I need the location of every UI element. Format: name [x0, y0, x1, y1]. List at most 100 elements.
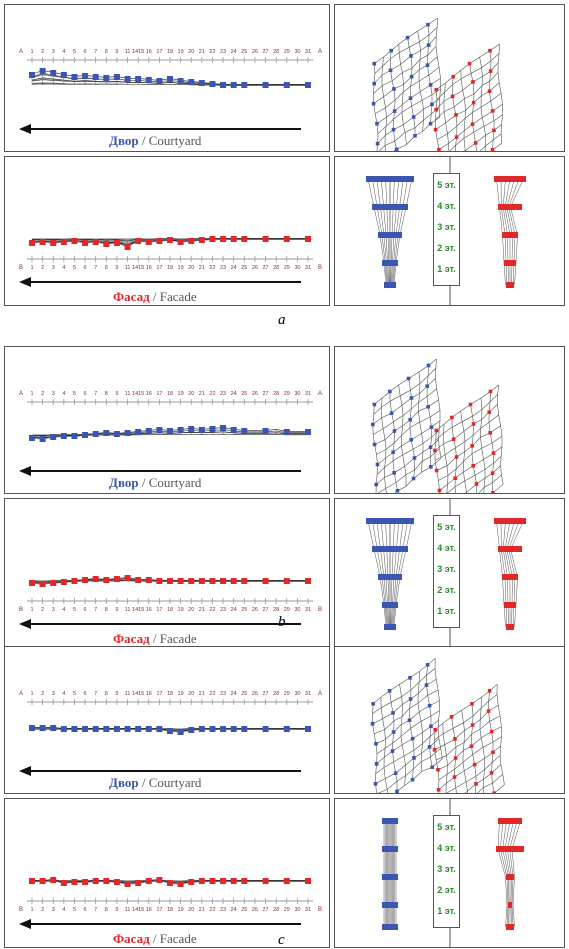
- direction-arrow: [19, 466, 301, 476]
- tick-label: 2: [41, 265, 44, 271]
- floor-marker: [384, 624, 396, 630]
- mesh-node: [409, 74, 414, 79]
- mesh-node: [406, 376, 411, 381]
- point-marker: [177, 578, 184, 584]
- tick-label: 22: [209, 49, 215, 55]
- point-marker: [71, 238, 78, 244]
- mesh-node: [470, 702, 474, 706]
- caption-en: / Courtyard: [141, 775, 202, 790]
- point-marker: [71, 726, 78, 732]
- floor-marker: [498, 204, 522, 210]
- mesh-node: [428, 445, 433, 449]
- tick-label: 11: [125, 691, 131, 697]
- courtyard-chart: 1 2 3 4 5 6 7 8 9 11 1415 16 17 18 19 20 21 22 23 24 25 26 27 2…: [19, 49, 322, 134]
- mesh-node: [391, 711, 395, 715]
- mesh-node: [372, 442, 377, 447]
- tick-label: 29: [284, 907, 290, 913]
- tick-label: 1: [30, 265, 33, 271]
- mesh-node: [436, 788, 441, 792]
- tick-label: 23: [220, 391, 226, 397]
- point-marker: [305, 82, 311, 88]
- point-marker: [209, 236, 216, 242]
- tick-label: 18: [167, 907, 173, 913]
- caption-ru: Двор: [109, 775, 139, 790]
- direction-arrow: [19, 124, 301, 134]
- facade-chart: 1 2 3 4 5 6 7 8 9 11 1415 16 17 18 19 20 21 22 23 24 25 26 27 2…: [19, 575, 322, 629]
- point-marker: [145, 878, 152, 884]
- tick-label: 4: [62, 391, 65, 397]
- floor-marker: [366, 518, 414, 524]
- row-letter-text: b: [278, 614, 286, 630]
- tick-label: 19: [178, 265, 184, 271]
- point-marker: [135, 577, 142, 583]
- mesh-node: [433, 448, 437, 453]
- axis-end-label: A: [318, 691, 322, 697]
- point-marker: [82, 577, 89, 583]
- floor-marker: [382, 902, 398, 908]
- floor-label: 3 эт.: [437, 864, 456, 874]
- floor-label: 1 эт.: [437, 606, 456, 616]
- tick-label: 1415: [132, 607, 144, 613]
- point-marker: [39, 725, 46, 731]
- point-marker: [188, 238, 195, 244]
- floor-marker: [504, 602, 516, 608]
- deformation-profile: [29, 575, 311, 587]
- deformation-profile: [29, 725, 311, 735]
- point-marker: [262, 578, 269, 584]
- tick-label: 5: [73, 607, 76, 613]
- tick-label: 28: [273, 607, 279, 613]
- floor-marker: [372, 546, 408, 552]
- tick-label: 27: [262, 391, 268, 397]
- courtyard-caption: Двор / Courtyard: [109, 475, 201, 491]
- tick-label: 1: [30, 691, 33, 697]
- tick-label: 18: [167, 607, 173, 613]
- floor-legend: 5 эт. 4 эт. 3 эт. 2 эт. 1 эт.: [433, 815, 460, 928]
- mesh-node: [470, 443, 474, 448]
- floor-label: 4 эт.: [437, 543, 456, 553]
- mesh-node: [391, 730, 396, 734]
- axis-top: 1 2 3 4 5 6 7 8 9 11 1415 16 17 18 19 20 21 22 23 24 25 26 27 2…: [19, 49, 322, 63]
- tick-label: 30: [294, 691, 300, 697]
- floor-label: 3 эт.: [437, 564, 456, 574]
- point-marker: [50, 434, 57, 440]
- mesh-node: [390, 749, 395, 753]
- point-marker: [241, 236, 248, 242]
- point-marker: [230, 726, 237, 732]
- mesh-node: [472, 762, 477, 767]
- point-marker: [283, 878, 290, 884]
- point-marker: [209, 81, 216, 87]
- mesh-node: [487, 89, 492, 93]
- tick-label: 6: [84, 907, 87, 913]
- axis-end-label: B: [19, 607, 23, 613]
- tick-label: 21: [199, 607, 205, 613]
- tick-label: 17: [156, 49, 162, 55]
- tick-label: 8: [105, 691, 108, 697]
- point-marker: [283, 82, 290, 88]
- isometric-panel: [334, 346, 565, 494]
- mesh-node: [449, 715, 454, 719]
- mesh-node: [453, 476, 457, 480]
- point-marker: [113, 74, 120, 80]
- mesh-node: [411, 115, 416, 119]
- tick-label: 8: [105, 907, 108, 913]
- point-marker: [283, 726, 290, 732]
- point-marker: [124, 726, 131, 732]
- point-marker: [156, 578, 163, 584]
- mesh-node: [410, 777, 415, 782]
- axis-bottom: 1 2 3 4 5 6 7 8 9 11 1415 16 17 18 19 20 21 22 23 24 25 26 27 2…: [19, 256, 322, 271]
- point-marker: [188, 578, 195, 584]
- deformation-profile: [29, 877, 311, 887]
- tick-label: 9: [115, 907, 118, 913]
- tick-label: 1415: [132, 691, 144, 697]
- tick-label: 19: [178, 49, 184, 55]
- point-marker: [305, 236, 311, 242]
- mesh-node: [370, 722, 375, 726]
- tick-label: 7: [94, 607, 97, 613]
- row-letter: b: [278, 614, 286, 631]
- mesh-node: [395, 789, 399, 793]
- mesh-node: [411, 476, 416, 481]
- mesh-node: [429, 425, 434, 429]
- point-marker: [29, 72, 35, 78]
- tick-label: 31: [305, 907, 311, 913]
- point-marker: [198, 80, 205, 86]
